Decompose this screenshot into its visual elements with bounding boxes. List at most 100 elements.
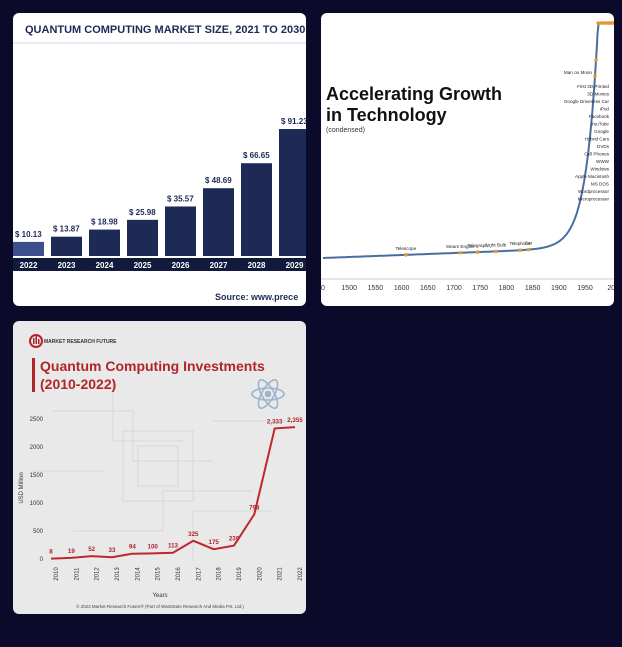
company-logo: MARKET RESEARCH FUTURE — [29, 334, 117, 348]
bar — [51, 236, 82, 256]
market-size-chart: QUANTUM COMPUTING MARKET SIZE, 2021 TO 2… — [13, 24, 306, 302]
x-tick-label: 20 — [607, 285, 614, 292]
x-tick-label: 2027 — [210, 261, 228, 270]
chart-title-line1: Quantum Computing Investments — [40, 358, 265, 374]
x-tick-label: 1800 — [499, 285, 515, 292]
event-label: WWW — [596, 159, 610, 164]
bar-value-label: $ 18.98 — [91, 218, 118, 227]
bar-value-label: $ 35.57 — [167, 194, 194, 203]
chart-title-line2: (2010-2022) — [40, 376, 116, 392]
market-size-chart-tile[interactable]: QUANTUM COMPUTING MARKET SIZE, 2021 TO 2… — [13, 13, 306, 306]
chart-title-line1: Accelerating Growth — [326, 84, 502, 104]
x-tick-label: 2025 — [134, 261, 152, 270]
event-marker — [518, 248, 522, 253]
y-tick-label: 2500 — [30, 417, 44, 423]
x-tick-label: 2029 — [286, 261, 304, 270]
data-label: 100 — [148, 543, 159, 550]
bar-value-label: $ 13.87 — [53, 225, 80, 234]
x-tick-label: 2010 — [54, 567, 60, 581]
data-label: 33 — [109, 547, 116, 554]
x-tick-label: 2026 — [172, 261, 190, 270]
event-marker — [458, 250, 463, 255]
investment-line — [50, 426, 296, 560]
event-marker — [593, 74, 597, 79]
x-tick-label: 2013 — [115, 567, 121, 581]
accelerating-growth-chart-tile[interactable]: Accelerating Growth in Technology (conde… — [321, 13, 614, 306]
bar — [165, 206, 196, 256]
event-label: Windows — [590, 167, 609, 172]
data-label: 8 — [49, 549, 53, 556]
data-label: 52 — [88, 546, 95, 553]
event-label: Cell Phones — [584, 152, 609, 157]
x-tick-label: 1950 — [577, 285, 593, 292]
title-accent-bar — [32, 358, 35, 392]
x-tick-label: 2015 — [156, 567, 162, 581]
bar — [13, 241, 44, 256]
x-tick-label: 0 — [321, 285, 325, 292]
event-label: Hybrid Cars — [585, 137, 610, 142]
event-label: Microprocessor — [578, 197, 610, 202]
chart-title: QUANTUM COMPUTING MARKET SIZE, 2021 TO 2… — [25, 24, 306, 36]
circuit-background — [33, 381, 293, 561]
data-label: 113 — [168, 543, 179, 550]
investments-chart-tile[interactable]: MARKET RESEARCH FUTURE Quantum Computing… — [13, 321, 306, 614]
data-label: 94 — [129, 544, 136, 551]
accelerating-growth-chart: Accelerating Growth in Technology (conde… — [321, 21, 614, 292]
x-tick-label: 2017 — [196, 567, 202, 581]
x-tick-label: 2016 — [176, 567, 182, 581]
event-label: Facebook — [589, 114, 610, 119]
investments-chart: MARKET RESEARCH FUTURE Quantum Computing… — [19, 334, 304, 609]
bar — [279, 129, 306, 256]
atom-icon — [251, 379, 285, 409]
bar — [203, 188, 234, 256]
bar — [89, 229, 120, 256]
event-marker — [609, 21, 614, 25]
data-label: 175 — [209, 539, 220, 546]
x-tick-label: 2024 — [96, 261, 114, 270]
y-tick-label: 500 — [33, 529, 44, 535]
event-label: Light Bulb — [486, 242, 507, 247]
event-marker — [404, 253, 408, 257]
data-label: 2,333 — [267, 418, 283, 425]
event-label: 3D Movies — [587, 92, 609, 97]
x-tick-label: 2028 — [248, 261, 266, 270]
x-tick-label: 2022 — [20, 261, 38, 270]
bar — [241, 163, 272, 256]
footer-copyright: © 2023 Market Research Future® (Part of … — [76, 603, 244, 609]
event-marker — [594, 58, 598, 62]
y-tick-label: 1000 — [30, 501, 44, 507]
event-label: DVDs — [597, 144, 610, 149]
x-axis-band — [13, 258, 306, 271]
y-tick-label: 1500 — [30, 473, 44, 479]
growth-line — [323, 22, 614, 259]
y-tick-label: 0 — [40, 557, 44, 563]
event-label: Telescope — [395, 246, 416, 251]
event-label: YouTube — [591, 122, 609, 127]
x-axis-label: Years — [152, 593, 167, 599]
x-tick-label: 2023 — [58, 261, 76, 270]
data-label: 19 — [68, 548, 75, 555]
event-marker — [596, 21, 600, 25]
x-tick-label: 1850 — [525, 285, 541, 292]
x-tick-label: 1900 — [551, 285, 567, 292]
x-tick-label: 2019 — [237, 567, 243, 581]
event-marker — [475, 250, 480, 254]
x-tick-label: 2018 — [217, 567, 223, 581]
x-tick-label: 1600 — [394, 285, 410, 292]
x-tick-label: 2021 — [278, 567, 284, 581]
event-label: Google — [594, 129, 609, 134]
event-label: MS DOS — [591, 182, 609, 187]
event-label: Man on Moon — [564, 70, 593, 75]
data-label: 325 — [188, 531, 199, 538]
x-tick-label: 2012 — [95, 567, 101, 581]
x-tick-label: 1500 — [341, 285, 357, 292]
data-label: 239 — [229, 536, 240, 543]
bar-value-label: $ 66.65 — [243, 151, 270, 160]
event-label: iPod — [600, 107, 610, 112]
event-label: Google Driverless Car — [564, 99, 610, 104]
event-label: Telephone — [509, 241, 531, 246]
x-tick-label: 1750 — [472, 285, 488, 292]
bar-value-label: $ 48.69 — [205, 176, 232, 185]
y-axis-label: USD Million — [19, 472, 25, 503]
event-label: Car — [525, 241, 533, 246]
